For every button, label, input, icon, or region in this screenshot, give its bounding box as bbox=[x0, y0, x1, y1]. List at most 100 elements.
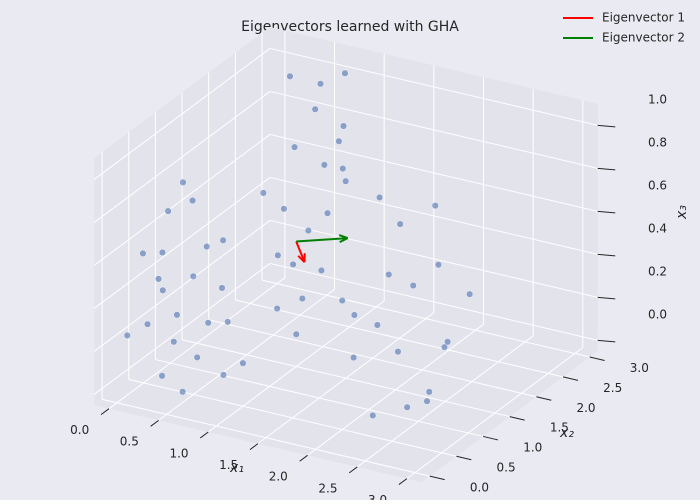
grid-line bbox=[269, 47, 598, 126]
z-tick-label: 0.0 bbox=[648, 308, 667, 322]
data-point bbox=[280, 205, 288, 213]
grid-line bbox=[269, 90, 598, 169]
data-point bbox=[218, 284, 226, 292]
y-tick-label: 1.0 bbox=[523, 441, 542, 455]
tick-mark bbox=[536, 396, 552, 401]
data-point bbox=[342, 177, 350, 185]
tick-mark bbox=[597, 296, 616, 300]
data-point bbox=[189, 272, 197, 280]
data-point bbox=[273, 305, 281, 313]
x-tick-label: 1.5 bbox=[219, 458, 238, 472]
data-point bbox=[341, 69, 349, 77]
data-point bbox=[369, 411, 377, 419]
data-point bbox=[291, 143, 299, 151]
data-point bbox=[219, 236, 227, 244]
data-point bbox=[385, 271, 393, 279]
data-point bbox=[204, 319, 212, 327]
data-point bbox=[179, 178, 187, 186]
grid-line bbox=[93, 134, 271, 266]
data-point bbox=[304, 227, 312, 235]
grid-line bbox=[93, 177, 271, 309]
data-point bbox=[434, 261, 442, 269]
x-axis-label: x₁ bbox=[229, 460, 244, 476]
chart-title: Eigenvectors learned with GHA bbox=[241, 19, 459, 35]
data-point bbox=[316, 80, 324, 88]
z-axis-label: x₃ bbox=[674, 205, 690, 220]
tick-mark bbox=[299, 454, 308, 462]
grid-line bbox=[93, 48, 271, 180]
data-point bbox=[339, 122, 347, 130]
tick-mark bbox=[249, 443, 259, 451]
data-point bbox=[189, 197, 197, 205]
x-tick-label: 2.5 bbox=[318, 481, 337, 495]
tick-mark bbox=[482, 435, 499, 441]
data-point bbox=[170, 338, 178, 346]
data-point bbox=[350, 354, 358, 362]
arrow-head bbox=[338, 234, 349, 244]
eigenvector bbox=[295, 241, 306, 263]
tick-mark bbox=[200, 431, 209, 439]
data-point bbox=[335, 137, 343, 145]
grid-line bbox=[269, 219, 598, 298]
data-point bbox=[155, 275, 163, 283]
arrow-head bbox=[297, 253, 306, 263]
z-tick-label: 0.4 bbox=[648, 222, 667, 236]
data-point bbox=[394, 348, 402, 356]
z-tick-label: 1.0 bbox=[648, 93, 667, 107]
grid-line bbox=[101, 398, 430, 477]
y-tick-label: 1.5 bbox=[550, 421, 569, 435]
data-point bbox=[403, 403, 411, 411]
x-tick-label: 0.5 bbox=[120, 435, 139, 449]
data-point bbox=[298, 295, 306, 303]
data-point bbox=[158, 248, 166, 256]
data-point bbox=[425, 388, 433, 396]
data-point bbox=[139, 249, 147, 257]
data-point bbox=[320, 161, 328, 169]
data-point bbox=[324, 209, 332, 217]
y-tick-label: 2.5 bbox=[603, 381, 622, 395]
tick-mark bbox=[150, 419, 159, 427]
tick-mark bbox=[597, 167, 616, 171]
z-tick-label: 0.6 bbox=[648, 179, 667, 193]
legend-label: Eigenvector 2 bbox=[602, 31, 685, 45]
data-point bbox=[159, 286, 167, 294]
tick-mark bbox=[456, 455, 472, 461]
data-point bbox=[444, 338, 452, 346]
data-point bbox=[317, 266, 325, 274]
grid-line bbox=[235, 299, 564, 378]
tick-mark bbox=[429, 475, 445, 481]
grid-line bbox=[155, 359, 484, 437]
data-point bbox=[292, 330, 300, 338]
legend-label: Eigenvector 1 bbox=[602, 11, 685, 25]
grid-line bbox=[208, 319, 537, 398]
y-tick-label: 0.0 bbox=[470, 480, 489, 494]
data-point bbox=[338, 297, 346, 305]
data-point bbox=[224, 318, 232, 326]
tick-mark bbox=[589, 356, 605, 362]
data-point bbox=[440, 343, 448, 351]
data-point bbox=[466, 290, 474, 298]
data-point bbox=[193, 353, 201, 361]
z-tick-label: 0.2 bbox=[648, 265, 667, 279]
grid-line bbox=[93, 263, 271, 395]
tick-mark bbox=[597, 253, 616, 257]
y-axis-label: x₂ bbox=[559, 425, 574, 441]
y-tick-label: 0.5 bbox=[497, 460, 516, 474]
grid-line bbox=[269, 262, 598, 341]
data-point bbox=[289, 260, 297, 268]
grid-line bbox=[93, 91, 271, 223]
tick-mark bbox=[597, 124, 616, 128]
data-point bbox=[203, 243, 211, 251]
data-point bbox=[350, 311, 358, 319]
tick-mark bbox=[348, 466, 358, 474]
tick-mark bbox=[509, 416, 525, 421]
z-tick-label: 0.8 bbox=[648, 136, 667, 150]
data-point bbox=[423, 397, 431, 405]
data-point bbox=[179, 388, 187, 396]
x-tick-label: 3.0 bbox=[368, 493, 387, 500]
data-point bbox=[219, 371, 227, 379]
tick-mark bbox=[597, 210, 616, 214]
data-point bbox=[259, 189, 267, 197]
data-point bbox=[274, 251, 282, 259]
